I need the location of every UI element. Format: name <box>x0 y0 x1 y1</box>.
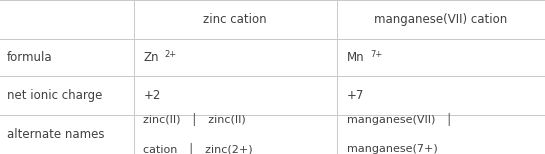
Text: Zn: Zn <box>143 51 159 64</box>
Text: zinc cation: zinc cation <box>203 13 267 26</box>
Text: manganese(VII)   │: manganese(VII) │ <box>347 113 452 126</box>
Text: cation   │   zinc(2+): cation │ zinc(2+) <box>143 142 253 154</box>
Text: alternate names: alternate names <box>7 128 104 141</box>
Text: 7+: 7+ <box>371 50 383 59</box>
Text: +7: +7 <box>347 89 364 102</box>
Text: Mn: Mn <box>347 51 364 64</box>
Text: zinc(II)   │   zinc(II): zinc(II) │ zinc(II) <box>143 113 246 126</box>
Text: manganese(VII) cation: manganese(VII) cation <box>374 13 507 26</box>
Text: manganese(7+): manganese(7+) <box>347 144 438 154</box>
Text: 2+: 2+ <box>165 50 177 59</box>
Text: formula: formula <box>7 51 52 64</box>
Text: net ionic charge: net ionic charge <box>7 89 102 102</box>
Text: +2: +2 <box>143 89 161 102</box>
